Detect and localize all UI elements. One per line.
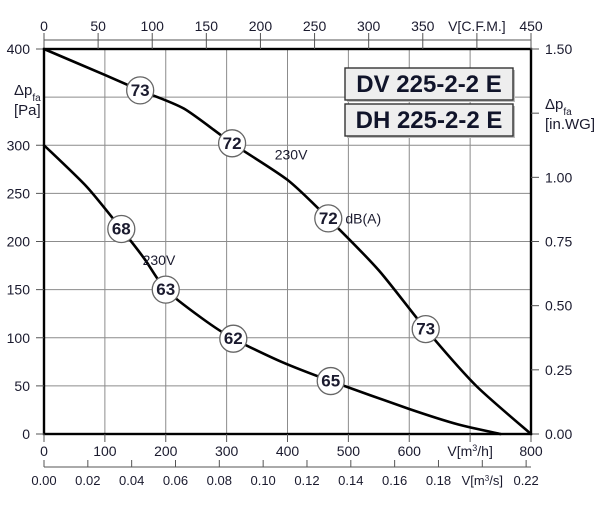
svg-text:V[m3/h]: V[m3/h] — [447, 443, 492, 459]
svg-text:250: 250 — [303, 18, 327, 34]
svg-text:350: 350 — [411, 18, 435, 34]
svg-text:100: 100 — [93, 443, 117, 459]
svg-text:0.75: 0.75 — [545, 234, 572, 250]
svg-text:0.04: 0.04 — [119, 473, 144, 488]
svg-text:450: 450 — [519, 18, 543, 34]
svg-text:0.00: 0.00 — [31, 473, 56, 488]
svg-text:200: 200 — [7, 234, 31, 250]
svg-text:0.22: 0.22 — [513, 473, 538, 488]
svg-text:500: 500 — [337, 443, 361, 459]
svg-text:63: 63 — [156, 280, 175, 299]
svg-text:dB(A): dB(A) — [345, 210, 381, 226]
svg-text:1.50: 1.50 — [545, 41, 572, 57]
svg-text:150: 150 — [195, 18, 219, 34]
svg-text:400: 400 — [7, 41, 31, 57]
svg-text:73: 73 — [416, 320, 435, 339]
svg-text:600: 600 — [398, 443, 422, 459]
svg-text:200: 200 — [154, 443, 178, 459]
svg-text:0.18: 0.18 — [426, 473, 451, 488]
svg-text:0: 0 — [40, 18, 48, 34]
svg-text:62: 62 — [224, 329, 243, 348]
svg-text:0.50: 0.50 — [545, 298, 572, 314]
svg-text:DH 225-2-2 E: DH 225-2-2 E — [356, 107, 503, 134]
svg-text:0.10: 0.10 — [250, 473, 275, 488]
svg-text:73: 73 — [131, 81, 150, 100]
svg-text:0.14: 0.14 — [338, 473, 363, 488]
svg-text:68: 68 — [112, 219, 131, 238]
svg-text:72: 72 — [319, 209, 338, 228]
svg-text:0.06: 0.06 — [163, 473, 188, 488]
svg-text:72: 72 — [223, 134, 242, 153]
svg-text:0.08: 0.08 — [207, 473, 232, 488]
svg-text:800: 800 — [519, 443, 543, 459]
svg-text:DV 225-2-2 E: DV 225-2-2 E — [356, 71, 501, 98]
svg-text:0.16: 0.16 — [382, 473, 407, 488]
svg-text:0: 0 — [40, 443, 48, 459]
svg-text:50: 50 — [90, 18, 106, 34]
svg-text:100: 100 — [7, 330, 31, 346]
svg-text:150: 150 — [7, 282, 31, 298]
svg-text:[Pa]: [Pa] — [14, 102, 41, 119]
svg-text:300: 300 — [215, 443, 239, 459]
svg-text:300: 300 — [357, 18, 381, 34]
svg-text:230V: 230V — [143, 252, 176, 268]
svg-text:65: 65 — [321, 372, 340, 391]
svg-text:0.25: 0.25 — [545, 362, 572, 378]
svg-text:[in.WG]: [in.WG] — [545, 116, 595, 133]
svg-text:230V: 230V — [275, 147, 308, 163]
svg-text:0.00: 0.00 — [545, 426, 572, 442]
svg-text:250: 250 — [7, 185, 31, 201]
svg-text:1.00: 1.00 — [545, 169, 572, 185]
svg-text:300: 300 — [7, 137, 31, 153]
svg-text:200: 200 — [249, 18, 273, 34]
svg-text:50: 50 — [14, 378, 30, 394]
svg-text:100: 100 — [141, 18, 165, 34]
svg-text:V[C.F.M.]: V[C.F.M.] — [448, 18, 506, 34]
svg-text:0.02: 0.02 — [75, 473, 100, 488]
svg-text:0.12: 0.12 — [294, 473, 319, 488]
svg-text:V[m3/s]: V[m3/s] — [462, 473, 503, 488]
svg-text:400: 400 — [276, 443, 300, 459]
svg-text:0: 0 — [22, 426, 30, 442]
